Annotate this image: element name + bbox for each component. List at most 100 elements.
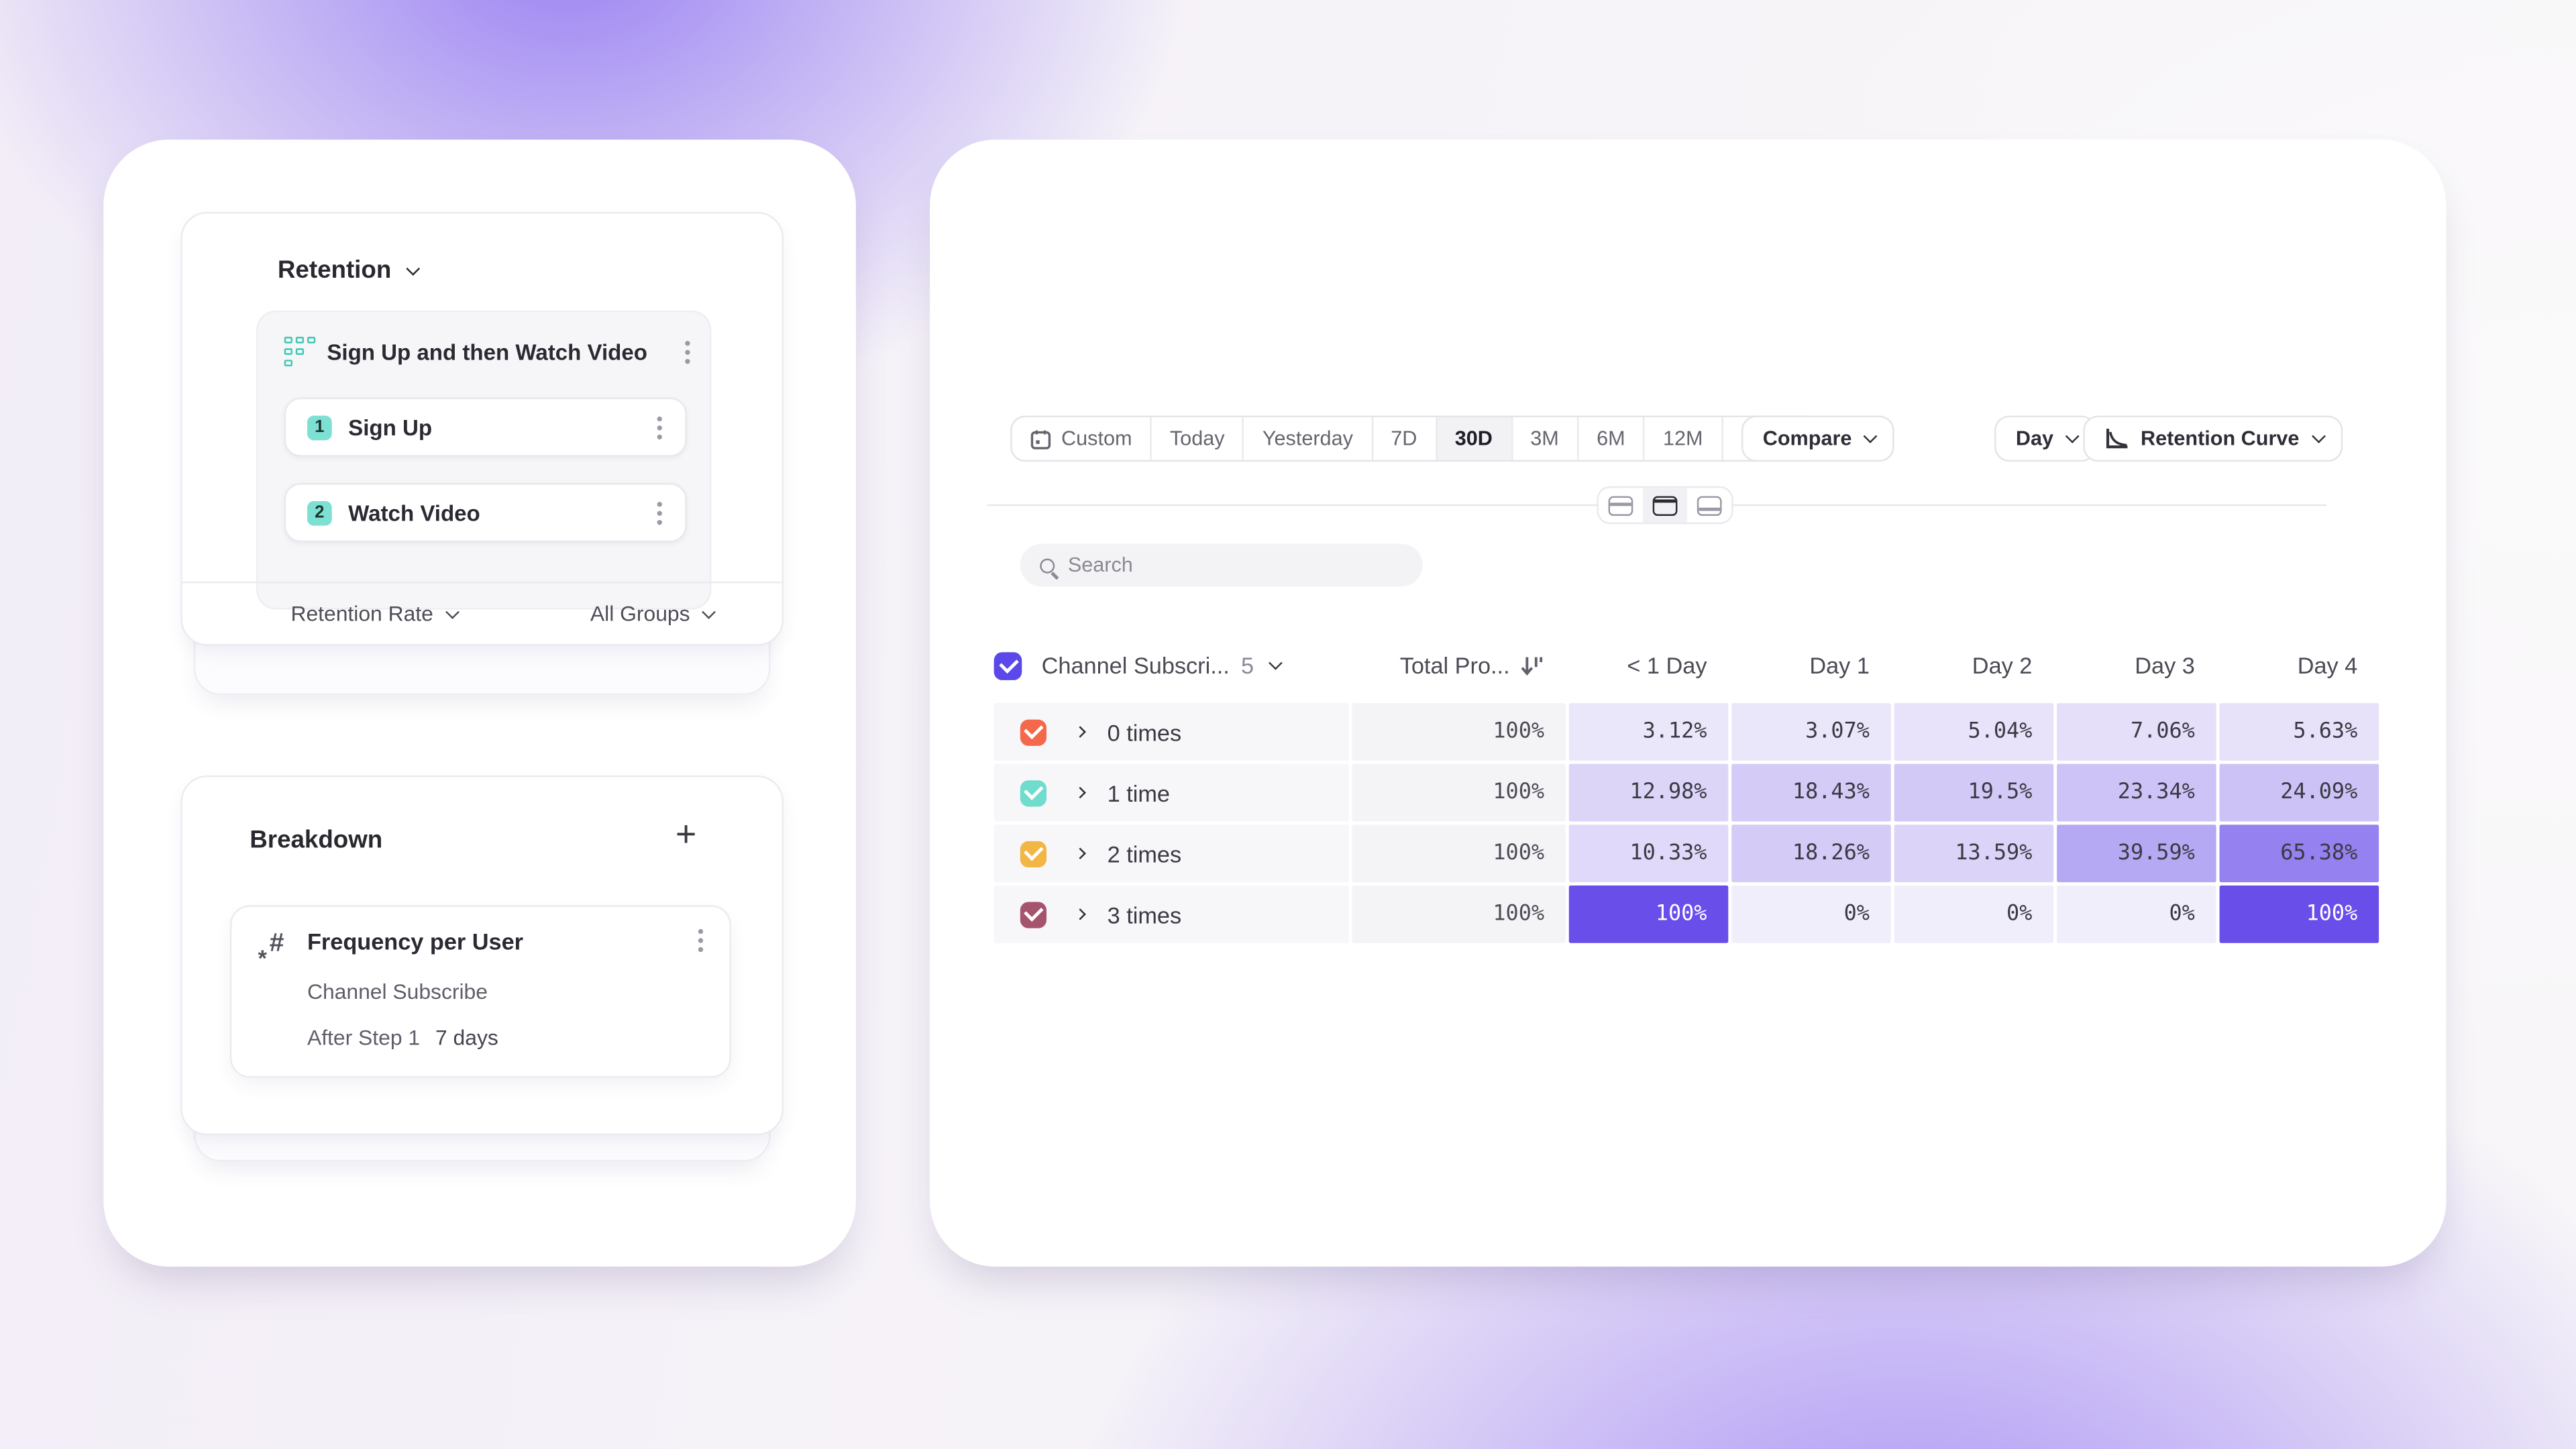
date-range-control: CustomTodayYesterday7D30D3M6M12MXTD	[1010, 415, 1821, 462]
retention-cell: 100%	[2219, 885, 2379, 943]
search-icon	[1040, 557, 1055, 573]
chevron-down-icon	[445, 604, 460, 619]
retention-cell: 12.98%	[1568, 763, 1729, 822]
column-header-label: < 1 Day	[1627, 652, 1707, 679]
measure-dropdown[interactable]: Retention Rate	[290, 601, 460, 627]
funnel-steps-icon	[284, 335, 316, 368]
query-builder-card: Retention Sign Up and then Watch Video 1…	[103, 140, 856, 1267]
granularity-label: Day	[2015, 427, 2054, 451]
compare-button[interactable]: Compare	[1741, 415, 1895, 462]
column-header-label: Day 1	[1809, 652, 1870, 679]
sort-descending-icon	[1521, 656, 1543, 675]
chevron-down-icon	[2065, 429, 2080, 443]
date-range-label: Today	[1169, 427, 1225, 451]
retention-cell: 13.59%	[1894, 824, 2054, 883]
column-header-label: Total Pro...	[1399, 652, 1510, 679]
funnel-name: Sign Up and then Watch Video	[327, 339, 647, 364]
row-label-cell: 0 times	[994, 703, 1349, 761]
column-header-label: Day 2	[1972, 652, 2033, 679]
report-card: CustomTodayYesterday7D30D3M6M12MXTD Comp…	[930, 140, 2447, 1267]
date-range-3m[interactable]: 3M	[1510, 417, 1577, 460]
funnel-header[interactable]: Sign Up and then Watch Video	[284, 332, 690, 372]
date-range-custom[interactable]: Custom	[1012, 417, 1150, 460]
chevron-right-icon[interactable]	[1074, 726, 1086, 738]
breakdown-item-card[interactable]: # * Frequency per User Channel Subscribe …	[229, 905, 731, 1078]
retention-cell: 0%	[2057, 885, 2216, 943]
retention-builder-panel: Retention Sign Up and then Watch Video 1…	[180, 211, 784, 646]
date-range-12m[interactable]: 12M	[1643, 417, 1721, 460]
retention-cell: 7.06%	[2057, 703, 2216, 761]
retention-cell: 5.04%	[1894, 703, 2054, 761]
calendar-icon	[1030, 429, 1051, 449]
date-range-30d[interactable]: 30D	[1435, 417, 1511, 460]
split-view-icon	[1608, 495, 1633, 515]
date-range-today[interactable]: Today	[1150, 417, 1242, 460]
retention-cell: 100%	[1568, 885, 1729, 943]
chart-type-dropdown[interactable]: Retention Curve	[2083, 415, 2343, 462]
row-checkbox[interactable]	[1020, 718, 1046, 745]
chevron-right-icon[interactable]	[1074, 847, 1086, 859]
column-header-1[interactable]: < 1 Day	[1569, 652, 1729, 678]
column-header-0[interactable]: Total Pro...	[1352, 652, 1566, 678]
retention-cell: 18.43%	[1731, 763, 1891, 822]
kebab-menu-icon[interactable]	[657, 425, 662, 430]
split-view-toggle[interactable]	[1599, 488, 1643, 522]
retention-cell: 24.09%	[2219, 763, 2379, 822]
chart-view-toggle[interactable]	[1687, 488, 1731, 522]
table-header: Channel Subscri... 5 Total Pro... < 1 Day…	[994, 643, 2379, 689]
search-input[interactable]	[1067, 553, 1364, 577]
compare-label: Compare	[1762, 427, 1852, 451]
table-view-toggle[interactable]	[1642, 488, 1688, 523]
retention-cell: 5.63%	[2219, 703, 2379, 761]
kebab-menu-icon[interactable]	[698, 938, 704, 943]
row-checkbox[interactable]	[1020, 780, 1046, 806]
funnel-step[interactable]: 1 Sign Up	[284, 397, 687, 457]
breakdown-after-step: After Step 1	[307, 1025, 421, 1050]
row-label: 2 times	[1107, 840, 1182, 867]
retention-cell: 18.26%	[1731, 824, 1891, 883]
view-toggle-group	[1597, 486, 1733, 525]
date-range-yesterday[interactable]: Yesterday	[1242, 417, 1371, 460]
chevron-down-icon	[2311, 429, 2325, 443]
retention-title-dropdown[interactable]: Retention	[278, 256, 421, 284]
funnel-step[interactable]: 2 Watch Video	[284, 482, 687, 543]
chevron-right-icon[interactable]	[1074, 908, 1086, 920]
kebab-menu-icon[interactable]	[685, 349, 690, 354]
table-body: 0 times 100% 3.12% 3.07% 5.04% 7.06% 5.63% 1 ti…	[994, 703, 2379, 943]
column-header-4[interactable]: Day 3	[2057, 652, 2216, 678]
column-header-label: Day 4	[2297, 652, 2358, 679]
row-checkbox[interactable]	[1020, 901, 1046, 928]
panel-divider	[182, 581, 782, 584]
granularity-dropdown[interactable]: Day	[1994, 415, 2096, 462]
row-label-cell: 1 time	[994, 763, 1349, 822]
row-label: 3 times	[1107, 901, 1182, 928]
step-label: Watch Video	[348, 500, 480, 525]
breakdown-window: 7 days	[435, 1025, 498, 1050]
kebab-menu-icon[interactable]	[657, 510, 662, 515]
group-count: 5	[1240, 652, 1254, 679]
breakdown-title: Breakdown	[250, 826, 383, 855]
retention-cell: 19.5%	[1894, 763, 2054, 822]
search-box	[1020, 543, 1423, 587]
group-column-label: Channel Subscri...	[1041, 652, 1230, 679]
column-header-5[interactable]: Day 4	[2220, 652, 2379, 678]
date-range-6m[interactable]: 6M	[1576, 417, 1644, 460]
retention-cell: 0%	[1894, 885, 2054, 943]
date-range-label: Yesterday	[1262, 427, 1353, 451]
groups-dropdown[interactable]: All Groups	[590, 601, 716, 626]
column-header-2[interactable]: Day 1	[1731, 652, 1891, 678]
breakdown-event: Channel Subscribe	[307, 979, 488, 1004]
chart-view-icon	[1697, 495, 1722, 515]
measure-label: Retention Rate	[290, 601, 433, 627]
chevron-down-icon[interactable]	[1269, 655, 1283, 670]
retention-curve-icon	[2106, 429, 2128, 449]
breakdown-panel: Breakdown + # * Frequency per User Channe…	[180, 775, 784, 1136]
retention-cell: 0%	[1731, 885, 1891, 943]
column-header-3[interactable]: Day 2	[1894, 652, 2054, 678]
row-checkbox[interactable]	[1020, 840, 1046, 867]
chevron-right-icon[interactable]	[1074, 786, 1086, 799]
date-range-7d[interactable]: 7D	[1371, 417, 1435, 460]
add-breakdown-button[interactable]: +	[675, 813, 697, 855]
select-all-checkbox[interactable]	[994, 651, 1022, 680]
